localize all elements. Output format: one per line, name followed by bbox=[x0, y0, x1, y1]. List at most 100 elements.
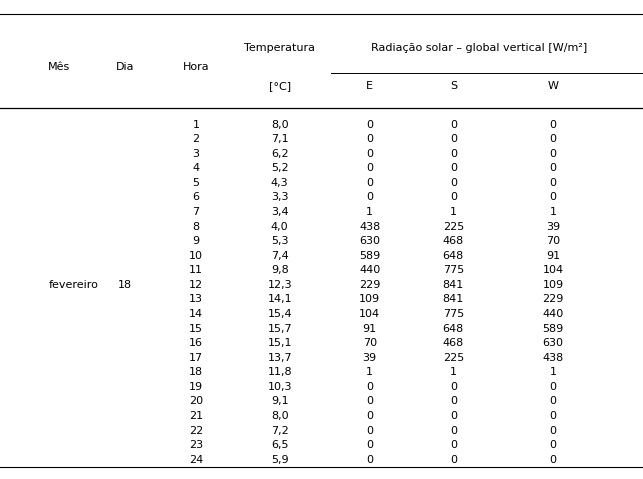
Text: 0: 0 bbox=[367, 134, 373, 144]
Text: 225: 225 bbox=[442, 222, 464, 232]
Text: 0: 0 bbox=[367, 163, 373, 173]
Text: 11,8: 11,8 bbox=[267, 367, 292, 377]
Text: 8,0: 8,0 bbox=[271, 411, 289, 421]
Text: 13,7: 13,7 bbox=[267, 353, 292, 363]
Text: 0: 0 bbox=[450, 426, 457, 435]
Text: 0: 0 bbox=[367, 120, 373, 130]
Text: 468: 468 bbox=[442, 338, 464, 348]
Text: 12: 12 bbox=[189, 280, 203, 290]
Text: 7,1: 7,1 bbox=[271, 134, 289, 144]
Text: 0: 0 bbox=[367, 193, 373, 203]
Text: 438: 438 bbox=[542, 353, 564, 363]
Text: 4,3: 4,3 bbox=[271, 178, 289, 188]
Text: 1: 1 bbox=[367, 367, 373, 377]
Text: 3: 3 bbox=[193, 149, 199, 159]
Text: 0: 0 bbox=[550, 426, 556, 435]
Text: 104: 104 bbox=[359, 309, 380, 319]
Text: S: S bbox=[449, 81, 457, 91]
Text: 1: 1 bbox=[550, 367, 556, 377]
Text: 5,2: 5,2 bbox=[271, 163, 289, 173]
Text: 0: 0 bbox=[550, 411, 556, 421]
Text: 1: 1 bbox=[550, 207, 556, 217]
Text: 0: 0 bbox=[450, 397, 457, 407]
Text: 0: 0 bbox=[450, 120, 457, 130]
Text: 10,3: 10,3 bbox=[267, 382, 292, 392]
Text: 0: 0 bbox=[550, 149, 556, 159]
Text: 775: 775 bbox=[442, 309, 464, 319]
Text: 468: 468 bbox=[442, 236, 464, 246]
Text: 0: 0 bbox=[550, 455, 556, 465]
Text: 5: 5 bbox=[193, 178, 199, 188]
Text: 0: 0 bbox=[550, 440, 556, 450]
Text: 0: 0 bbox=[367, 178, 373, 188]
Text: 22: 22 bbox=[189, 426, 203, 435]
Text: 0: 0 bbox=[367, 149, 373, 159]
Text: 109: 109 bbox=[543, 280, 563, 290]
Text: 91: 91 bbox=[546, 251, 560, 261]
Text: 14: 14 bbox=[189, 309, 203, 319]
Text: 15: 15 bbox=[189, 324, 203, 333]
Text: 19: 19 bbox=[189, 382, 203, 392]
Text: 13: 13 bbox=[189, 295, 203, 305]
Text: 10: 10 bbox=[189, 251, 203, 261]
Text: 39: 39 bbox=[546, 222, 560, 232]
Text: 0: 0 bbox=[550, 163, 556, 173]
Text: 0: 0 bbox=[367, 440, 373, 450]
Text: 70: 70 bbox=[363, 338, 377, 348]
Text: 775: 775 bbox=[442, 265, 464, 275]
Text: 21: 21 bbox=[189, 411, 203, 421]
Text: 0: 0 bbox=[550, 178, 556, 188]
Text: 23: 23 bbox=[189, 440, 203, 450]
Text: 0: 0 bbox=[367, 455, 373, 465]
Text: 4,0: 4,0 bbox=[271, 222, 289, 232]
Text: 9: 9 bbox=[192, 236, 200, 246]
Text: 8,0: 8,0 bbox=[271, 120, 289, 130]
Text: 0: 0 bbox=[450, 440, 457, 450]
Text: 225: 225 bbox=[442, 353, 464, 363]
Text: 7,4: 7,4 bbox=[271, 251, 289, 261]
Text: 0: 0 bbox=[367, 426, 373, 435]
Text: 1: 1 bbox=[450, 367, 457, 377]
Text: 841: 841 bbox=[442, 280, 464, 290]
Text: 7,2: 7,2 bbox=[271, 426, 289, 435]
Text: 5,3: 5,3 bbox=[271, 236, 289, 246]
Text: 0: 0 bbox=[450, 193, 457, 203]
Text: 12,3: 12,3 bbox=[267, 280, 292, 290]
Text: 24: 24 bbox=[189, 455, 203, 465]
Text: 0: 0 bbox=[450, 163, 457, 173]
Text: 9,8: 9,8 bbox=[271, 265, 289, 275]
Text: [°C]: [°C] bbox=[269, 81, 291, 91]
Text: 109: 109 bbox=[359, 295, 380, 305]
Text: 229: 229 bbox=[359, 280, 381, 290]
Text: 1: 1 bbox=[450, 207, 457, 217]
Text: 589: 589 bbox=[359, 251, 381, 261]
Text: 440: 440 bbox=[542, 309, 564, 319]
Text: 630: 630 bbox=[543, 338, 563, 348]
Text: 0: 0 bbox=[550, 382, 556, 392]
Text: 15,7: 15,7 bbox=[267, 324, 292, 333]
Text: 3,4: 3,4 bbox=[271, 207, 289, 217]
Text: 70: 70 bbox=[546, 236, 560, 246]
Text: 6: 6 bbox=[193, 193, 199, 203]
Text: 0: 0 bbox=[450, 134, 457, 144]
Text: 7: 7 bbox=[192, 207, 200, 217]
Text: 0: 0 bbox=[367, 397, 373, 407]
Text: 0: 0 bbox=[450, 382, 457, 392]
Text: W: W bbox=[547, 81, 559, 91]
Text: 14,1: 14,1 bbox=[267, 295, 292, 305]
Text: fevereiro: fevereiro bbox=[48, 280, 98, 290]
Text: 18: 18 bbox=[118, 280, 132, 290]
Text: 648: 648 bbox=[442, 251, 464, 261]
Text: Temperatura: Temperatura bbox=[244, 43, 315, 53]
Text: 0: 0 bbox=[450, 149, 457, 159]
Text: 15,1: 15,1 bbox=[267, 338, 292, 348]
Text: 0: 0 bbox=[550, 397, 556, 407]
Text: 2: 2 bbox=[192, 134, 200, 144]
Text: 6,5: 6,5 bbox=[271, 440, 289, 450]
Text: 104: 104 bbox=[543, 265, 563, 275]
Text: 1: 1 bbox=[367, 207, 373, 217]
Text: 0: 0 bbox=[450, 411, 457, 421]
Text: 18: 18 bbox=[189, 367, 203, 377]
Text: 229: 229 bbox=[542, 295, 564, 305]
Text: 4: 4 bbox=[192, 163, 200, 173]
